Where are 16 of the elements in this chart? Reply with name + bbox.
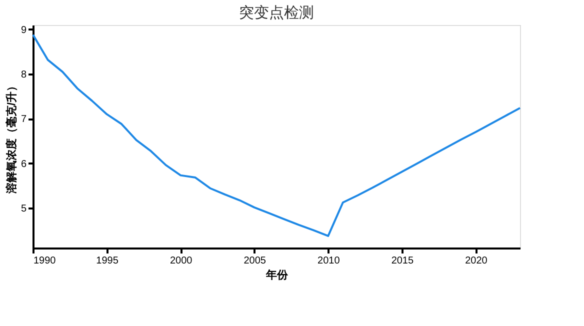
x-tick-label: 2015 (391, 256, 414, 266)
y-tick-label: 6 (20, 158, 27, 170)
x-axis-title: 年份 (265, 268, 289, 282)
y-tick-label: 9 (20, 24, 27, 36)
y-tick-label: 5 (20, 203, 27, 214)
x-tick-label: 2010 (318, 256, 340, 266)
x-tick-label: 1995 (96, 256, 119, 266)
x-tick-label: 2005 (244, 256, 266, 266)
x-tick-label: 2020 (465, 256, 488, 266)
y-axis-title: 溶解氧浓度（毫克/升） (4, 80, 18, 195)
x-tick-label: 1990 (34, 256, 56, 266)
chart-title: 突变点检测 (239, 3, 314, 22)
x-tick-label: 2000 (170, 256, 193, 266)
line-series (32, 34, 521, 237)
y-tick-label: 8 (20, 70, 27, 81)
y-tick-label: 7 (20, 114, 27, 126)
